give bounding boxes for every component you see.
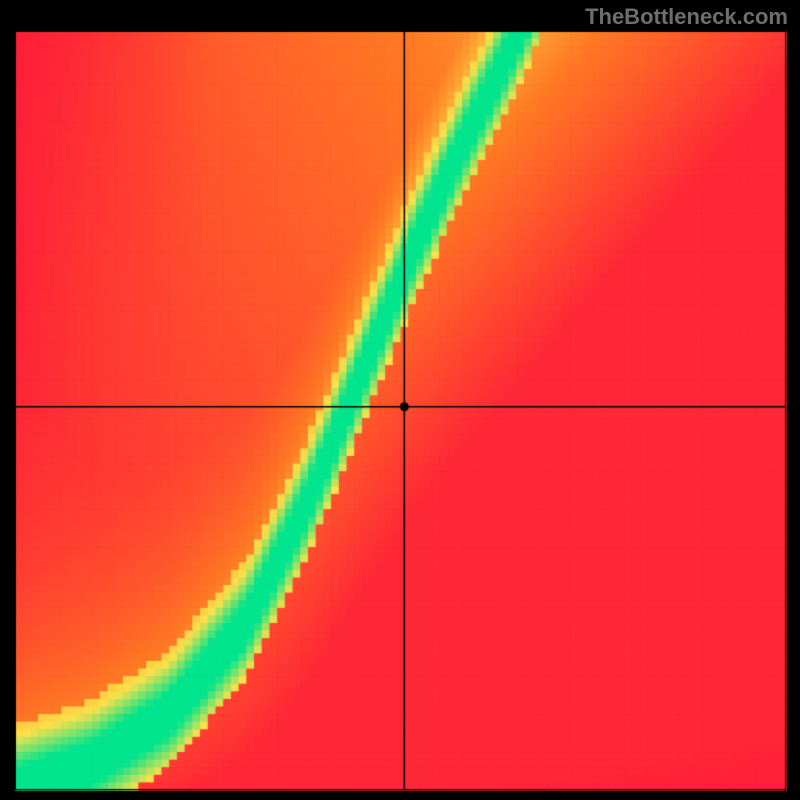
chart-container: TheBottleneck.com — [0, 0, 800, 800]
bottleneck-heatmap — [0, 0, 800, 800]
